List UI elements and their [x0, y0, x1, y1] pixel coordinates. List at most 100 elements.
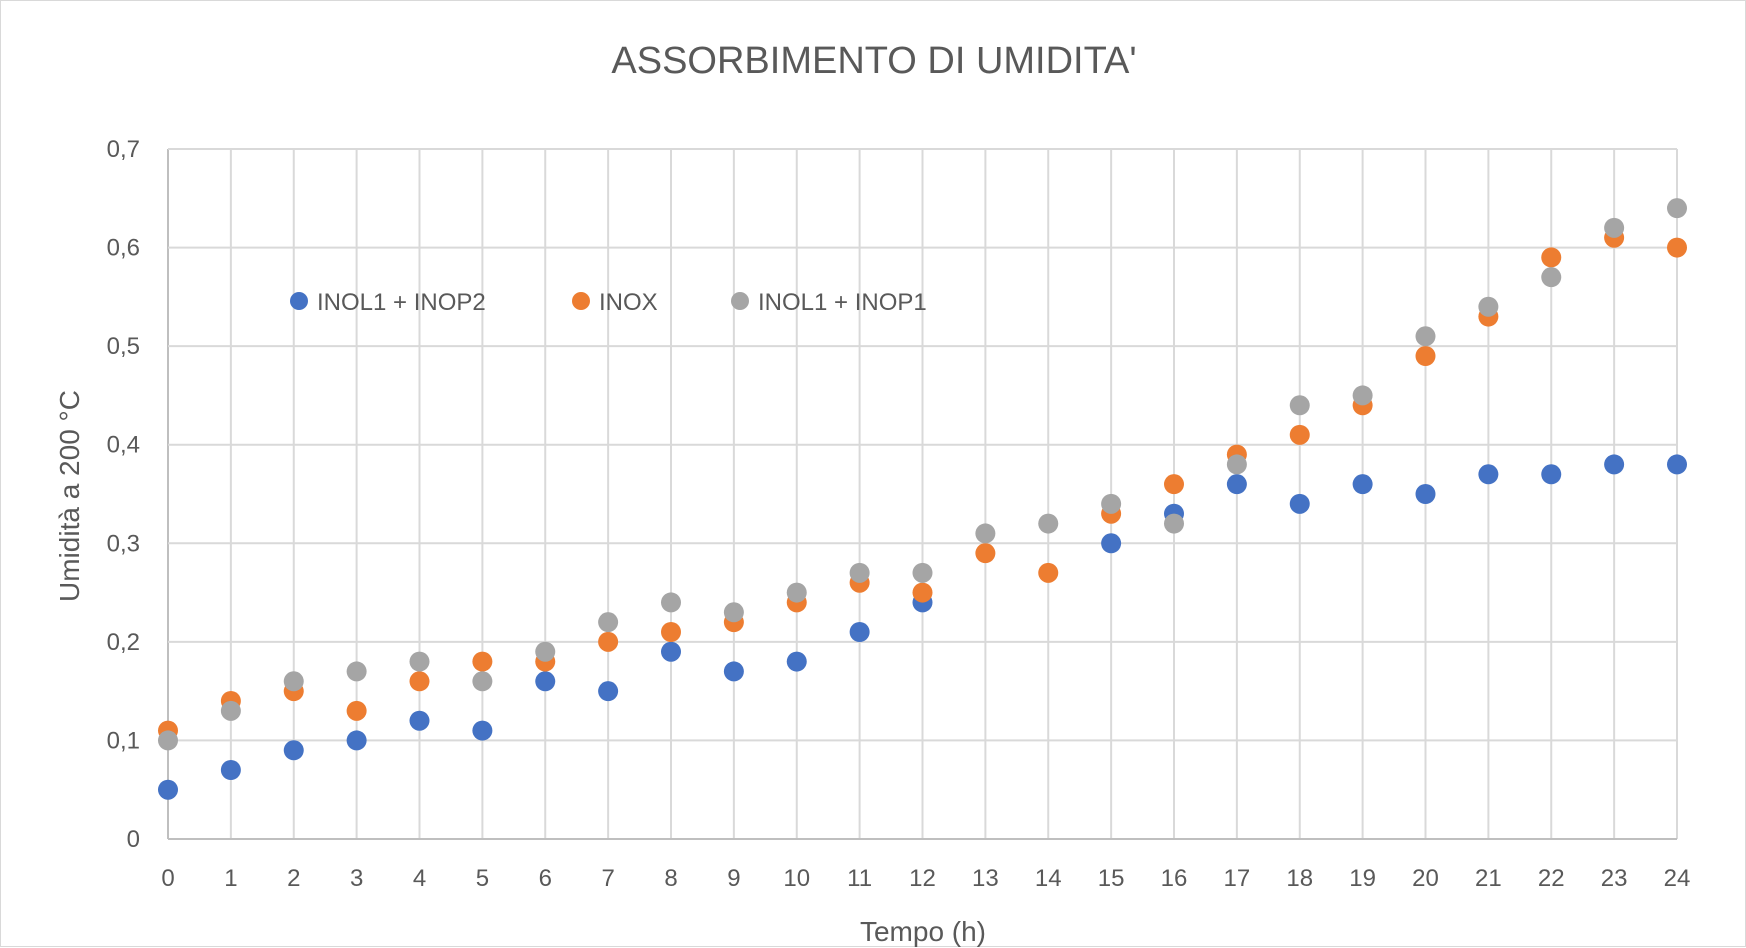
data-point: [220, 700, 241, 721]
series-group: [158, 198, 1687, 751]
data-point: [1164, 474, 1184, 495]
y-tick-label: 0,1: [107, 727, 140, 754]
x-tick-label: 14: [1035, 865, 1062, 892]
x-tick-label: 22: [1538, 865, 1565, 892]
legend-label: INOX: [599, 289, 658, 316]
data-point: [158, 779, 178, 800]
data-point: [346, 730, 367, 751]
data-point: [1415, 326, 1436, 347]
data-point: [912, 562, 933, 583]
y-tick-label: 0,7: [107, 136, 140, 163]
legend-item: INOL1 + INOP2: [290, 289, 486, 316]
data-point: [346, 700, 367, 721]
data-point: [1541, 464, 1562, 485]
data-point: [912, 582, 933, 603]
data-point: [158, 730, 178, 751]
x-tick-label: 20: [1412, 865, 1439, 892]
legend-marker: [572, 292, 590, 310]
legend-item: INOL1 + INOP1: [731, 289, 927, 316]
x-tick-label: 11: [847, 865, 872, 892]
data-point: [1101, 493, 1122, 514]
data-point: [1352, 474, 1373, 495]
data-point: [1038, 513, 1059, 534]
x-tick-label: 7: [601, 865, 614, 892]
x-tick-label: 8: [664, 865, 677, 892]
x-tick-label: 2: [287, 865, 300, 892]
x-tick-label: 6: [539, 865, 552, 892]
data-point: [1289, 424, 1310, 445]
y-tick-label: 0,4: [107, 432, 140, 459]
data-point: [1478, 464, 1499, 485]
data-point: [786, 582, 807, 603]
x-tick-label: 4: [413, 865, 426, 892]
y-axis-label: Umidità a 200 °C: [54, 390, 85, 602]
data-point: [598, 681, 619, 702]
y-tick-label: 0,2: [107, 629, 140, 656]
x-tick-label: 24: [1664, 865, 1691, 892]
y-tick-label: 0,3: [107, 530, 140, 557]
chart-title: ASSORBIMENTO DI UMIDITA': [611, 40, 1136, 82]
data-point: [1541, 247, 1562, 268]
data-point: [535, 641, 556, 662]
y-tick-label: 0,5: [107, 333, 140, 360]
data-point: [409, 671, 430, 692]
x-tick-label: 10: [783, 865, 810, 892]
data-point: [598, 612, 619, 633]
data-point: [1101, 533, 1122, 554]
data-point: [283, 671, 304, 692]
data-point: [1541, 267, 1562, 288]
data-point: [1038, 562, 1059, 583]
data-point: [409, 651, 430, 672]
legend-item: INOX: [572, 289, 658, 316]
data-point: [1226, 454, 1247, 475]
x-tick-label: 23: [1601, 865, 1628, 892]
legend-label: INOL1 + INOP2: [317, 289, 486, 316]
x-tick-label: 9: [727, 865, 740, 892]
data-point: [409, 710, 430, 731]
data-point: [975, 523, 996, 544]
x-tick-label: 0: [161, 865, 174, 892]
x-tick-label: 19: [1349, 865, 1376, 892]
data-point: [661, 641, 681, 662]
data-point: [723, 661, 744, 682]
data-point: [723, 602, 744, 623]
series-group: [158, 454, 1687, 800]
legend: INOL1 + INOP2 INOX INOL1 + INOP1: [290, 289, 927, 316]
data-point: [220, 760, 241, 780]
data-point: [849, 562, 870, 583]
data-point: [472, 720, 493, 741]
data-point: [1289, 395, 1310, 416]
data-point: [598, 631, 619, 652]
data-point: [1478, 296, 1499, 317]
data-point: [1667, 454, 1687, 475]
legend-label: INOL1 + INOP1: [758, 289, 927, 316]
data-point: [1667, 237, 1687, 258]
x-tick-label: 12: [909, 865, 936, 892]
data-point: [283, 740, 304, 761]
data-point: [472, 651, 493, 672]
series-layer: [158, 198, 1687, 800]
data-point: [849, 622, 870, 642]
legend-marker: [731, 292, 749, 310]
data-point: [1226, 474, 1247, 495]
data-point: [1415, 484, 1436, 504]
x-tick-label: 18: [1286, 865, 1313, 892]
data-point: [1604, 454, 1625, 475]
data-point: [1415, 346, 1436, 366]
tick-layer: 0 1 2 3 4 5 6 7 8 9 10 11 12 13 14 15 16 17 18 19 20 21 22 23 24…: [107, 136, 1691, 892]
x-tick-label: 5: [476, 865, 489, 892]
x-axis-label: Tempo (h): [860, 916, 986, 947]
data-point: [1164, 513, 1184, 534]
data-point: [975, 543, 996, 564]
x-tick-label: 17: [1224, 865, 1251, 892]
data-point: [661, 592, 681, 613]
data-point: [1667, 198, 1687, 219]
data-point: [472, 671, 493, 692]
grid-layer: [167, 148, 1678, 840]
data-point: [1604, 217, 1625, 238]
y-tick-label: 0,6: [107, 235, 140, 262]
data-point: [661, 622, 681, 642]
legend-marker: [290, 292, 308, 310]
